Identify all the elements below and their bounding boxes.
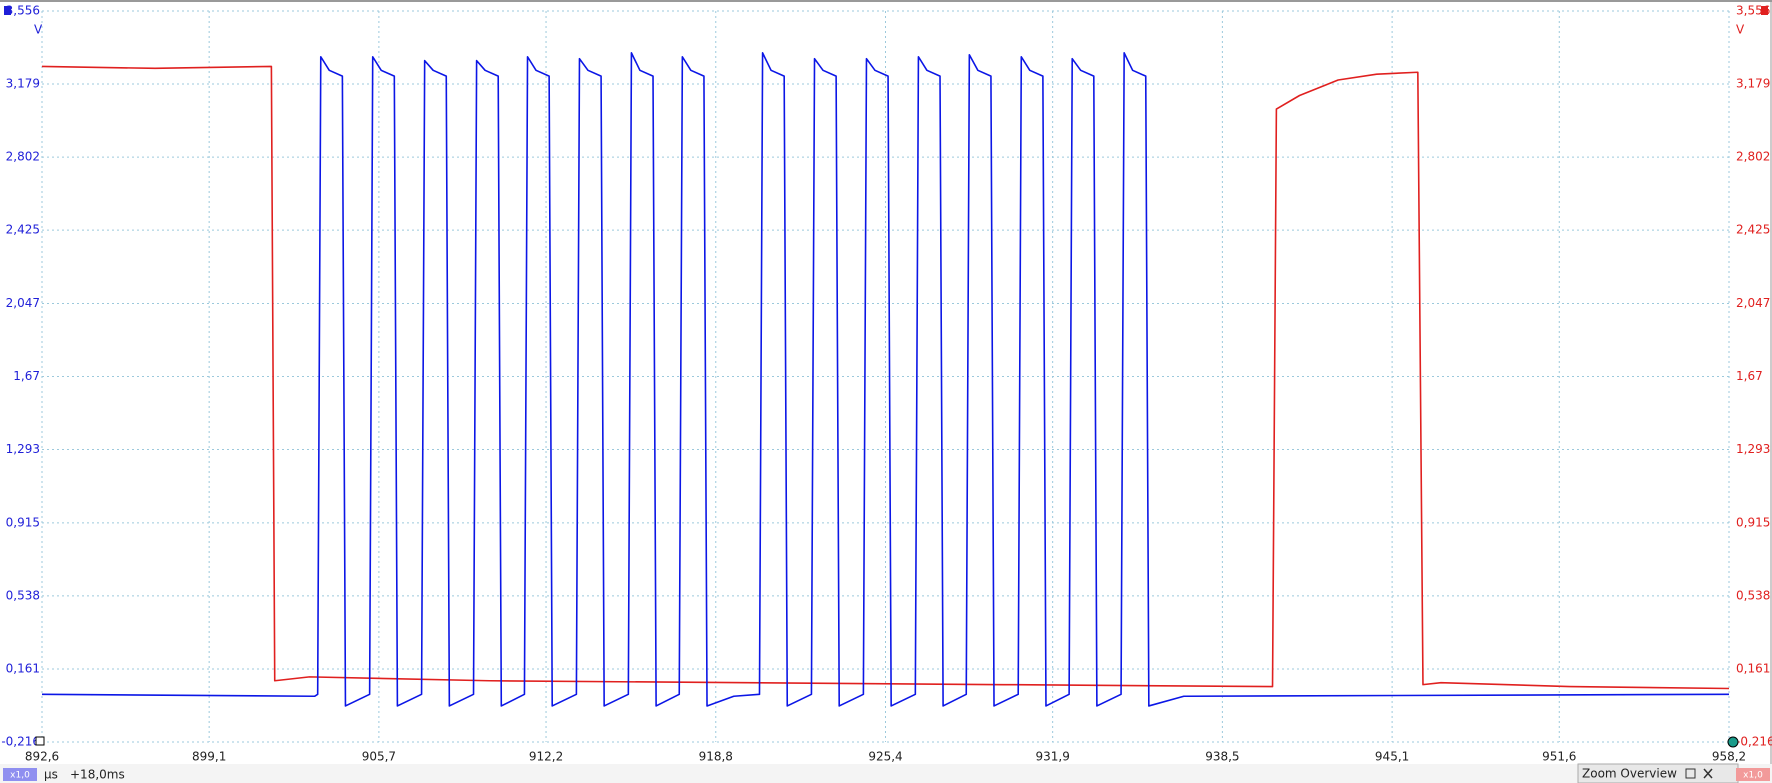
x-tick-label: 951,6: [1542, 750, 1576, 764]
y2-tick-label: 3,179: [1736, 77, 1770, 91]
y2-tick-label: 0,538: [1736, 588, 1770, 602]
waveform: [41, 52, 1730, 707]
x-tick-label: 918,8: [699, 750, 733, 764]
x-tick-label: 925,4: [868, 750, 902, 764]
time-offset: +18,0ms: [70, 768, 125, 782]
status-bar: [0, 764, 1772, 783]
y2-tick-label: 0,161: [1736, 661, 1770, 675]
y-tick-label: 3,179: [6, 77, 40, 91]
x-tick-label: 945,1: [1375, 750, 1409, 764]
y-tick-label: 2,425: [6, 223, 40, 237]
zoom-overview-title: Zoom Overview: [1582, 767, 1677, 781]
x-tick-label: 905,7: [362, 750, 396, 764]
zoom-badge-right[interactable]: [1736, 768, 1770, 781]
y-tick-label: 1,293: [6, 442, 40, 456]
x-unit: µs: [44, 768, 58, 782]
zoom-factor-left: x1,0: [10, 771, 30, 781]
y2-tick-label: 1,67: [1736, 369, 1763, 383]
x-tick-label: 912,2: [529, 750, 563, 764]
channel-b-marker: [1761, 6, 1768, 15]
y2-tick-label: 1,293: [1736, 442, 1770, 456]
x-tick-label: 899,1: [192, 750, 226, 764]
y-tick-label: 1,67: [13, 369, 40, 383]
y-tick-label: -0,216: [1, 735, 40, 749]
y2-tick-label: 0,915: [1736, 515, 1770, 529]
y-tick-label: 2,047: [6, 296, 40, 310]
y-tick-label: 2,802: [6, 150, 40, 164]
y-tick-label: 3,556: [6, 4, 40, 18]
y2-tick-label: 2,047: [1736, 296, 1770, 310]
y2-tick-label: 2,802: [1736, 150, 1770, 164]
y2-tick-label: -0,216: [1736, 735, 1772, 749]
x-tick-label: 938,5: [1205, 750, 1239, 764]
ruler-handle: [1727, 736, 1739, 748]
waveform: [41, 65, 1730, 690]
restore-button[interactable]: [1685, 768, 1696, 779]
y2-unit: V: [1736, 23, 1745, 37]
y2-tick-label: 2,425: [1736, 223, 1770, 237]
close-button[interactable]: [1703, 768, 1713, 779]
x-tick-label: 931,9: [1035, 750, 1069, 764]
x-tick-label: 958,2: [1712, 750, 1746, 764]
channel-a-marker: [4, 6, 11, 15]
ruler-handle: [35, 736, 45, 746]
y-tick-label: 0,915: [6, 515, 40, 529]
zoom-factor-right: x1,0: [1743, 771, 1763, 781]
y-tick-label: 0,538: [6, 588, 40, 602]
y-unit: V: [34, 23, 43, 37]
x-tick-label: 892,6: [25, 750, 59, 764]
y-tick-label: 0,161: [6, 661, 40, 675]
zoom-badge-left[interactable]: [3, 768, 37, 781]
